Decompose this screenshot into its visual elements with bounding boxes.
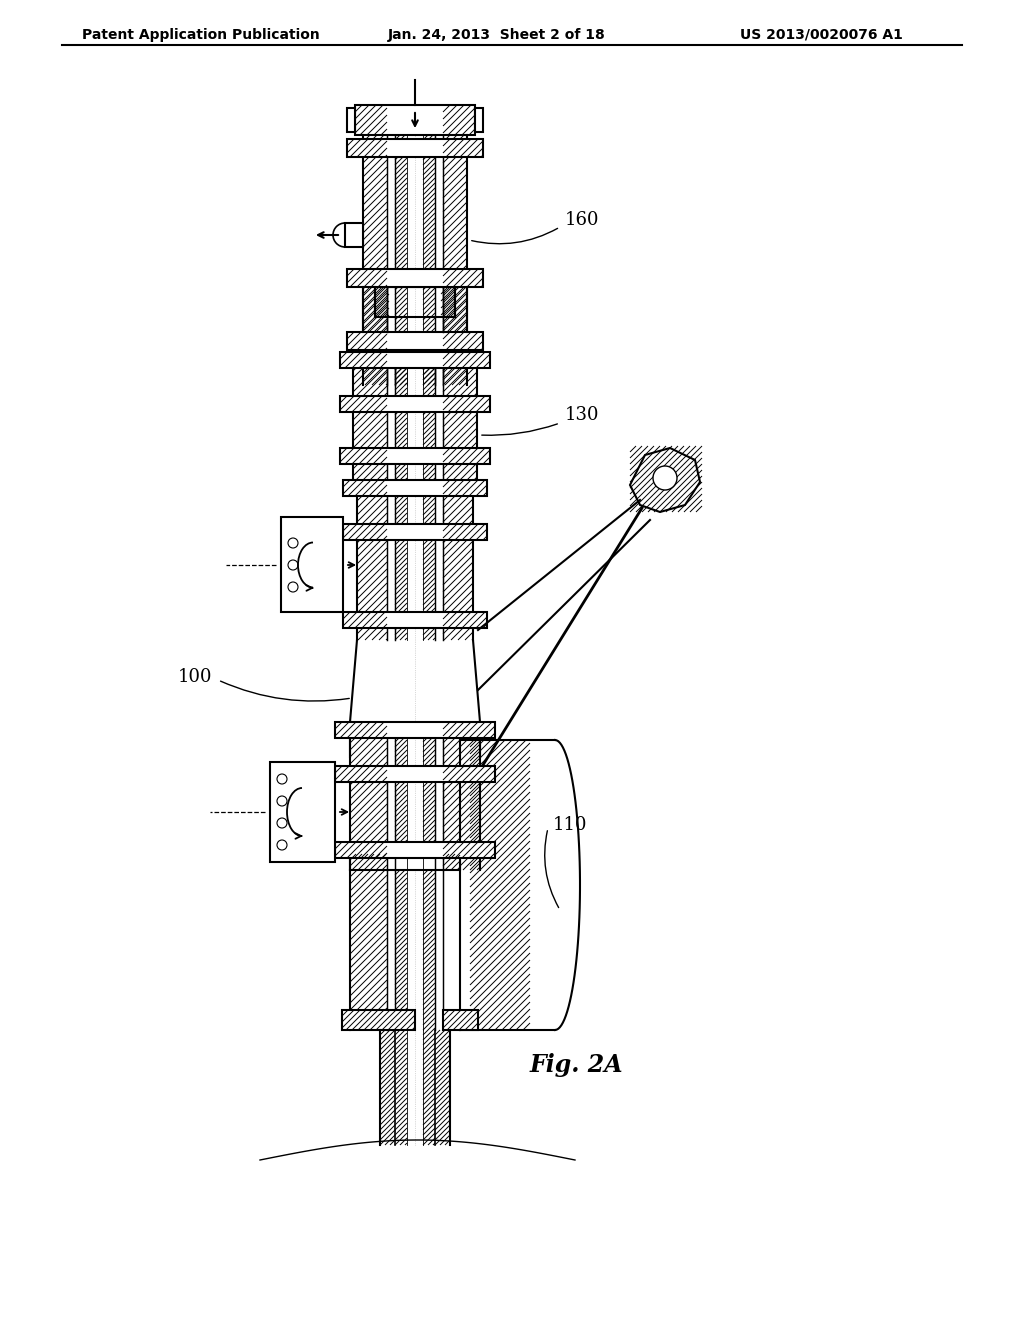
Bar bbox=[347, 108, 355, 132]
Text: Fig. 2A: Fig. 2A bbox=[530, 1053, 624, 1077]
Bar bbox=[375, 286, 455, 317]
Bar bbox=[340, 447, 490, 465]
Circle shape bbox=[278, 774, 287, 784]
Circle shape bbox=[278, 796, 287, 807]
Circle shape bbox=[288, 560, 298, 570]
Text: 100: 100 bbox=[178, 668, 213, 686]
Bar bbox=[345, 223, 362, 247]
Bar bbox=[347, 139, 483, 157]
Text: 160: 160 bbox=[565, 211, 599, 228]
Circle shape bbox=[653, 466, 677, 490]
Bar bbox=[281, 517, 343, 612]
Circle shape bbox=[288, 539, 298, 548]
Bar bbox=[340, 396, 490, 412]
Text: 110: 110 bbox=[553, 816, 588, 834]
Bar bbox=[343, 524, 487, 540]
Bar bbox=[347, 269, 483, 286]
Bar bbox=[343, 612, 487, 628]
Bar bbox=[347, 333, 483, 350]
Bar bbox=[342, 1010, 415, 1030]
Bar bbox=[350, 854, 460, 870]
Bar bbox=[475, 108, 483, 132]
Bar bbox=[340, 352, 490, 368]
Text: US 2013/0020076 A1: US 2013/0020076 A1 bbox=[740, 28, 903, 42]
Bar bbox=[343, 480, 487, 496]
Bar bbox=[443, 1010, 478, 1030]
Bar bbox=[270, 762, 335, 862]
Bar bbox=[335, 842, 495, 858]
Circle shape bbox=[278, 840, 287, 850]
Text: 130: 130 bbox=[565, 407, 599, 424]
Bar bbox=[355, 106, 475, 135]
Bar bbox=[335, 766, 495, 781]
Circle shape bbox=[288, 582, 298, 591]
Text: Patent Application Publication: Patent Application Publication bbox=[82, 28, 319, 42]
Circle shape bbox=[278, 818, 287, 828]
Text: Jan. 24, 2013  Sheet 2 of 18: Jan. 24, 2013 Sheet 2 of 18 bbox=[388, 28, 606, 42]
Bar bbox=[335, 722, 495, 738]
